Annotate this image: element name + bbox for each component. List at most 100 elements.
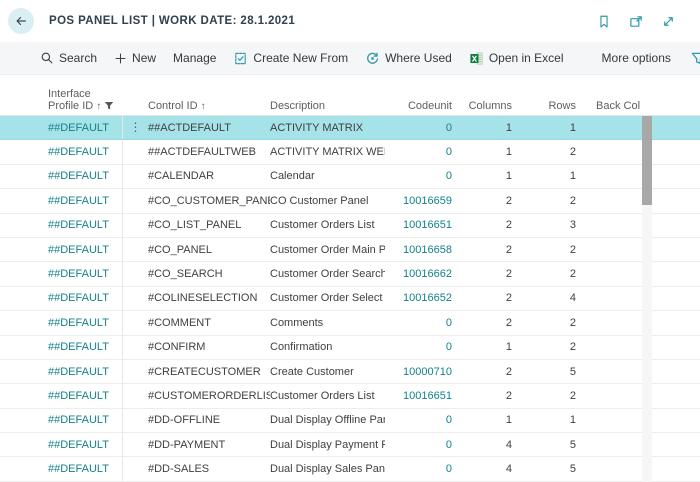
row-menu[interactable]: ⋮ (123, 316, 148, 329)
cell-codeunit[interactable]: 10016659 (403, 194, 452, 207)
table-row[interactable]: ##DEFAULT ⋮ #CONFIRM Confirmation 0 1 2 (0, 335, 700, 360)
row-menu[interactable]: ⋮ (123, 194, 148, 207)
cell-control-id[interactable]: #CO_CUSTOMER_PANEL (148, 194, 270, 207)
table-row[interactable]: ##DEFAULT ⋮ #COMMENT Comments 0 2 2 (0, 311, 700, 336)
cell-codeunit[interactable]: 0 (445, 414, 452, 427)
scrollbar-thumb[interactable] (642, 116, 652, 205)
cell-interface-profile-id[interactable]: ##DEFAULT (40, 433, 123, 457)
cell-interface-profile-id[interactable]: ##DEFAULT (40, 335, 123, 359)
cell-codeunit[interactable]: 0 (445, 341, 452, 354)
row-menu[interactable]: ⋮ (123, 243, 148, 256)
row-menu[interactable]: ⋮ (123, 341, 148, 354)
cell-interface-profile-id[interactable]: ##DEFAULT (40, 408, 123, 433)
where-used-button[interactable]: Where Used (365, 51, 452, 66)
table-row[interactable]: ##DEFAULT ⋮ #CUSTOMERORDERLIST Customer … (0, 384, 700, 409)
column-header-back-color[interactable]: Back Color (596, 100, 640, 112)
back-button[interactable] (8, 8, 34, 34)
new-button[interactable]: New (114, 51, 156, 65)
cell-codeunit[interactable]: 10016651 (403, 389, 452, 402)
cell-codeunit[interactable]: 0 (445, 170, 452, 183)
open-in-window-icon[interactable] (628, 14, 644, 29)
cell-columns: 1 (505, 146, 512, 159)
manage-button[interactable]: Manage (173, 51, 216, 65)
column-header-interface-profile-id[interactable]: Interface Profile ID ↑ (40, 88, 148, 112)
vertical-ellipsis-icon[interactable]: ⋮ (129, 121, 142, 135)
row-menu[interactable]: ⋮ (123, 170, 148, 183)
row-menu[interactable]: ⋮ (123, 438, 148, 451)
cell-interface-profile-id[interactable]: ##DEFAULT (40, 359, 123, 384)
cell-codeunit[interactable]: 0 (445, 438, 452, 451)
column-header-description[interactable]: Description (270, 100, 326, 112)
cell-control-id[interactable]: #DD-PAYMENT (148, 438, 226, 451)
cell-codeunit[interactable]: 10016662 (403, 268, 452, 281)
open-in-excel-button[interactable]: Open in Excel (469, 51, 564, 66)
row-menu[interactable]: ⋮ (123, 463, 148, 476)
column-header-control-id[interactable]: Control ID ↑ (148, 100, 206, 112)
cell-control-id[interactable]: #CREATECUSTOMER (148, 365, 261, 378)
cell-interface-profile-id[interactable]: ##DEFAULT (40, 189, 123, 213)
table-row[interactable]: ##DEFAULT ⋮ #DD-SALES Dual Display Sales… (0, 457, 700, 482)
cell-control-id[interactable]: #CO_SEARCH (148, 268, 223, 281)
table-row[interactable]: ##DEFAULT ⋮ ##ACTDEFAULTWEB ACTIVITY MAT… (0, 140, 700, 165)
cell-interface-profile-id[interactable]: ##DEFAULT (40, 237, 123, 262)
column-header-codeunit[interactable]: Codeunit (407, 100, 452, 112)
row-menu[interactable]: ⋮ (123, 414, 148, 427)
cell-control-id[interactable]: #COLINESELECTION (148, 292, 258, 305)
cell-control-id[interactable]: #CONFIRM (148, 341, 206, 354)
table-row[interactable]: ##DEFAULT ⋮ #COLINESELECTION Customer Or… (0, 286, 700, 312)
cell-interface-profile-id[interactable]: ##DEFAULT (40, 262, 123, 286)
cell-control-id[interactable]: #CUSTOMERORDERLIST (148, 389, 270, 402)
cell-control-id[interactable]: #CO_LIST_PANEL (148, 219, 242, 232)
cell-interface-profile-id[interactable]: ##DEFAULT (40, 164, 123, 189)
cell-interface-profile-id[interactable]: ##DEFAULT (40, 311, 123, 335)
cell-interface-profile-id[interactable]: ##DEFAULT (40, 384, 123, 408)
column-header-rows[interactable]: Rows (548, 100, 576, 112)
table-header-row: Interface Profile ID ↑ Control ID ↑ Desc… (0, 75, 700, 116)
row-menu[interactable]: ⋮ (123, 292, 148, 305)
search-button[interactable]: Search (40, 51, 97, 65)
filter-icon[interactable] (690, 50, 700, 67)
cell-control-id[interactable]: #CALENDAR (148, 170, 215, 183)
cell-interface-profile-id[interactable]: ##DEFAULT (40, 457, 123, 481)
table-row[interactable]: ##DEFAULT ⋮ #DD-PAYMENT Dual Display Pay… (0, 433, 700, 458)
cell-control-id[interactable]: #COMMENT (148, 316, 211, 329)
row-menu[interactable]: ⋮ (123, 365, 148, 378)
row-menu[interactable]: ⋮ (123, 219, 148, 232)
row-menu[interactable]: ⋮ (123, 121, 148, 134)
cell-interface-profile-id[interactable]: ##DEFAULT (40, 116, 123, 140)
create-new-from-button[interactable]: Create New From (233, 51, 348, 66)
cell-codeunit[interactable]: 10016658 (403, 243, 452, 256)
bookmark-icon[interactable] (597, 14, 611, 29)
table-row[interactable]: ##DEFAULT ⋮ #CREATECUSTOMER Create Custo… (0, 359, 700, 385)
table-row[interactable]: ##DEFAULT ⋮ #CO_LIST_PANEL Customer Orde… (0, 213, 700, 238)
cell-rows: 2 (569, 268, 576, 281)
cell-codeunit[interactable]: 10016652 (403, 292, 452, 305)
table-row[interactable]: ##DEFAULT ⋮ #CO_CUSTOMER_PANEL CO Custom… (0, 189, 700, 214)
cell-codeunit[interactable]: 10016651 (403, 219, 452, 232)
vertical-scrollbar[interactable] (642, 116, 652, 482)
cell-codeunit[interactable]: 0 (445, 316, 452, 329)
cell-codeunit[interactable]: 0 (445, 121, 452, 134)
column-header-columns[interactable]: Columns (468, 100, 512, 112)
more-options-button[interactable]: More options (602, 51, 671, 65)
table-row[interactable]: ##DEFAULT ⋮ #CALENDAR Calendar 0 1 1 (0, 164, 700, 190)
cell-control-id[interactable]: #DD-SALES (148, 463, 210, 476)
table-row[interactable]: ##DEFAULT ⋮ #CO_SEARCH Customer Order Se… (0, 262, 700, 287)
cell-codeunit[interactable]: 0 (445, 463, 452, 476)
table-row[interactable]: ##DEFAULT ⋮ ##ACTDEFAULT ACTIVITY MATRIX… (0, 116, 700, 141)
cell-codeunit[interactable]: 10000710 (403, 365, 452, 378)
cell-control-id[interactable]: ##ACTDEFAULTWEB (148, 146, 256, 159)
cell-interface-profile-id[interactable]: ##DEFAULT (40, 213, 123, 237)
cell-control-id[interactable]: #CO_PANEL (148, 243, 212, 256)
cell-interface-profile-id[interactable]: ##DEFAULT (40, 140, 123, 164)
row-menu[interactable]: ⋮ (123, 268, 148, 281)
cell-control-id[interactable]: ##ACTDEFAULT (148, 121, 231, 134)
table-row[interactable]: ##DEFAULT ⋮ #DD-OFFLINE Dual Display Off… (0, 408, 700, 434)
cell-interface-profile-id[interactable]: ##DEFAULT (40, 286, 123, 311)
expand-icon[interactable] (661, 14, 676, 29)
cell-codeunit[interactable]: 0 (445, 146, 452, 159)
row-menu[interactable]: ⋮ (123, 389, 148, 402)
cell-control-id[interactable]: #DD-OFFLINE (148, 414, 221, 427)
row-menu[interactable]: ⋮ (123, 146, 148, 159)
table-row[interactable]: ##DEFAULT ⋮ #CO_PANEL Customer Order Mai… (0, 237, 700, 263)
